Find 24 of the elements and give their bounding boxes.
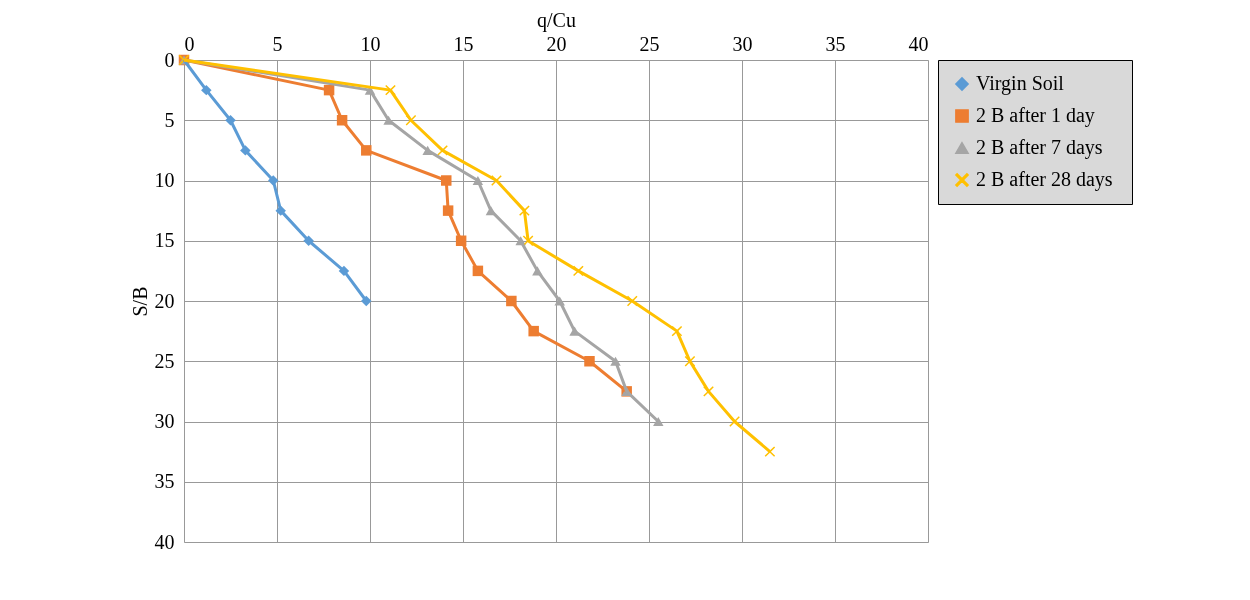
- legend-label: 2 B after 7 days: [976, 136, 1103, 159]
- y-tick-label: 10: [154, 169, 175, 191]
- x-tick-label: 0: [184, 32, 195, 55]
- x-tick-label: 5: [272, 32, 283, 55]
- y-tick-label: 40: [154, 530, 175, 553]
- x-axis-title: q/Cu: [537, 8, 576, 32]
- y-tick-label: 5: [164, 108, 175, 131]
- x-tick-label: 15: [453, 32, 474, 55]
- y-tick-label: 0: [164, 48, 175, 71]
- y-tick-label: 35: [154, 470, 175, 493]
- x-tick-label: 25: [639, 32, 660, 55]
- x-tick-label: 30: [732, 32, 753, 55]
- y-tick-label: 20: [154, 289, 175, 312]
- y-tick-label: 25: [154, 349, 175, 372]
- legend-label: Virgin Soil: [976, 72, 1065, 95]
- x-tick-label: 40: [908, 32, 929, 55]
- x-tick-label: 20: [546, 32, 567, 55]
- x-tick-label: 10: [360, 32, 381, 55]
- y-axis-title: S/B: [128, 286, 151, 317]
- legend-label: 2 B after 28 days: [976, 168, 1113, 191]
- legend-label: 2 B after 1 day: [976, 104, 1095, 127]
- x-tick-label: 35: [825, 32, 846, 55]
- y-tick-label: 15: [154, 229, 175, 252]
- y-tick-label: 30: [154, 410, 175, 432]
